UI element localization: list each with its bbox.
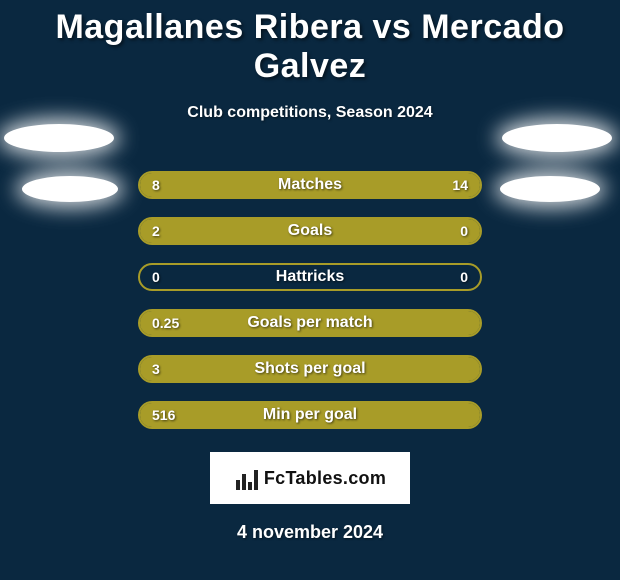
metric-bar-track: Hattricks 0 0 — [138, 263, 482, 291]
metric-row: Min per goal 516 — [0, 392, 620, 438]
metric-label: Shots per goal — [254, 360, 365, 378]
comparison-bars: Matches 8 14 Goals 2 0 Hattricks 0 0 Goals per ma… — [0, 162, 620, 438]
metric-row: Goals 2 0 — [0, 208, 620, 254]
metric-bar-track: Min per goal 516 — [138, 401, 482, 429]
page-subtitle: Club competitions, Season 2024 — [0, 104, 620, 122]
metric-row: Matches 8 14 — [0, 162, 620, 208]
metric-bar-track: Goals 2 0 — [138, 217, 482, 245]
bar-chart-icon — [234, 466, 258, 490]
metric-value-left: 0.25 — [152, 315, 179, 331]
logo-text: FcTables.com — [264, 468, 386, 489]
metric-value-right: 14 — [452, 177, 468, 193]
metric-value-right: 0 — [460, 223, 468, 239]
metric-label: Goals per match — [247, 314, 372, 332]
metric-row: Hattricks 0 0 — [0, 254, 620, 300]
metric-row: Shots per goal 3 — [0, 346, 620, 392]
page-title: Magallanes Ribera vs Mercado Galvez — [0, 0, 620, 86]
player-right-avatar-placeholder — [502, 124, 612, 152]
metric-value-left: 3 — [152, 361, 160, 377]
metric-bar-track: Shots per goal 3 — [138, 355, 482, 383]
metric-value-left: 516 — [152, 407, 175, 423]
player-left-avatar-placeholder — [4, 124, 114, 152]
metric-bar-track: Goals per match 0.25 — [138, 309, 482, 337]
metric-value-left: 2 — [152, 223, 160, 239]
metric-value-left: 0 — [152, 269, 160, 285]
metric-value-left: 8 — [152, 177, 160, 193]
metric-label: Hattricks — [276, 268, 344, 286]
metric-label: Matches — [278, 176, 342, 194]
metric-row: Goals per match 0.25 — [0, 300, 620, 346]
snapshot-date: 4 november 2024 — [0, 522, 620, 543]
metric-bar-track: Matches 8 14 — [138, 171, 482, 199]
metric-label: Goals — [288, 222, 332, 240]
fctables-logo: FcTables.com — [210, 452, 410, 504]
metric-value-right: 0 — [460, 269, 468, 285]
metric-bar-fill-left — [140, 219, 398, 243]
metric-label: Min per goal — [263, 406, 357, 424]
